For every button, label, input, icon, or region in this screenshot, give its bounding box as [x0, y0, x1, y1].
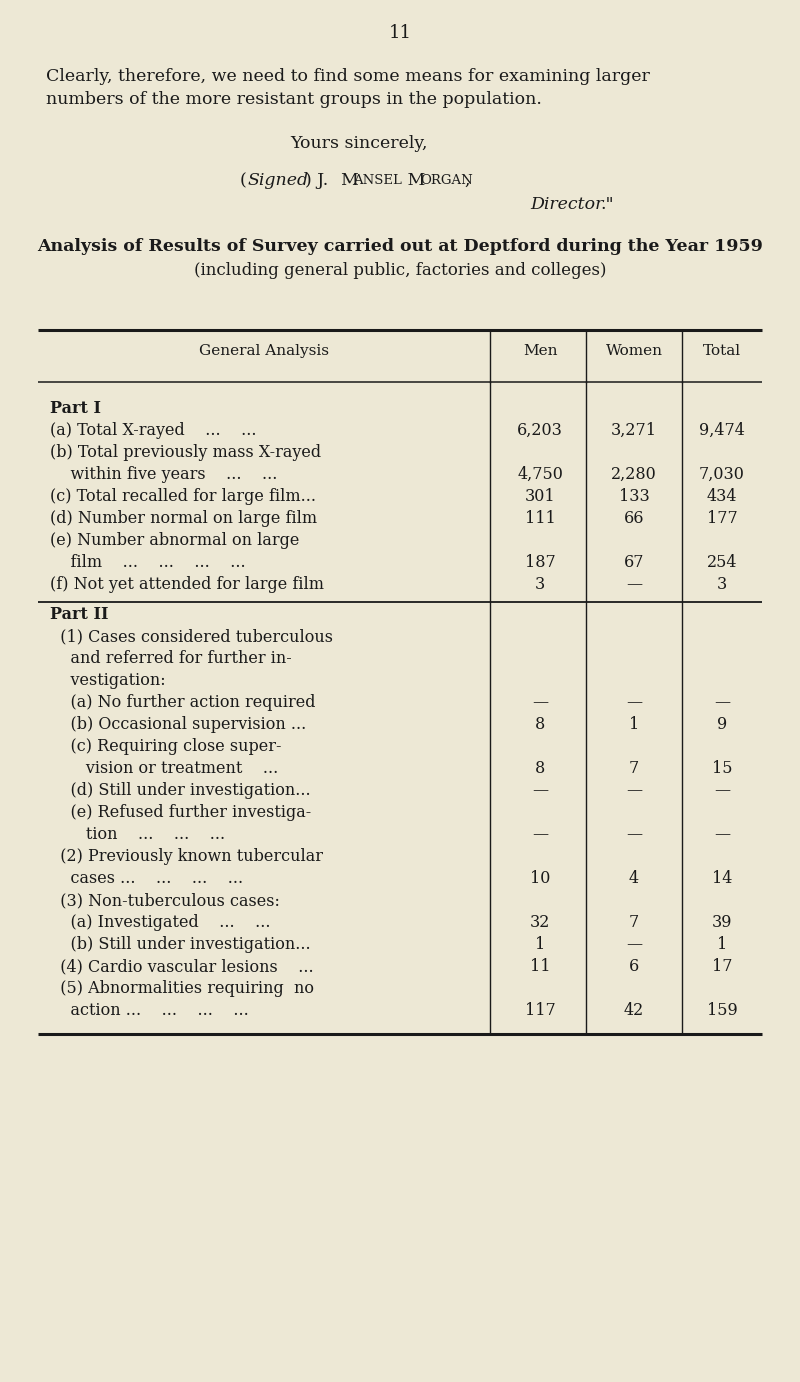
Text: ORGAN: ORGAN: [420, 174, 473, 187]
Text: and referred for further in-: and referred for further in-: [50, 650, 292, 668]
Text: 177: 177: [706, 510, 738, 527]
Text: 4,750: 4,750: [517, 466, 563, 482]
Text: 42: 42: [624, 1002, 644, 1019]
Text: 14: 14: [712, 871, 732, 887]
Text: (1) Cases considered tuberculous: (1) Cases considered tuberculous: [50, 627, 333, 645]
Text: (3) Non-tuberculous cases:: (3) Non-tuberculous cases:: [50, 891, 280, 909]
Text: 4: 4: [629, 871, 639, 887]
Text: 434: 434: [706, 488, 738, 504]
Text: 187: 187: [525, 554, 555, 571]
Text: —: —: [626, 576, 642, 593]
Text: Total: Total: [703, 344, 741, 358]
Text: numbers of the more resistant groups in the population.: numbers of the more resistant groups in …: [46, 91, 542, 108]
Text: —: —: [532, 826, 548, 843]
Text: Signed: Signed: [248, 171, 309, 189]
Text: —: —: [626, 694, 642, 710]
Text: Director: Director: [530, 196, 603, 213]
Text: 8: 8: [535, 716, 545, 732]
Text: ,: ,: [464, 171, 470, 189]
Text: 11: 11: [530, 958, 550, 974]
Text: 8: 8: [535, 760, 545, 777]
Text: 2,280: 2,280: [611, 466, 657, 482]
Text: (5) Abnormalities requiring  no: (5) Abnormalities requiring no: [50, 980, 314, 996]
Text: (c) Total recalled for large film...: (c) Total recalled for large film...: [50, 488, 316, 504]
Text: 3: 3: [535, 576, 545, 593]
Text: ) J.: ) J.: [305, 171, 334, 189]
Text: (b) Total previously mass X-rayed: (b) Total previously mass X-rayed: [50, 444, 321, 462]
Text: 254: 254: [706, 554, 738, 571]
Text: 7,030: 7,030: [699, 466, 745, 482]
Text: 9,474: 9,474: [699, 422, 745, 439]
Text: M: M: [402, 171, 426, 189]
Text: 133: 133: [618, 488, 650, 504]
Text: (e) Number abnormal on large: (e) Number abnormal on large: [50, 532, 299, 549]
Text: (2) Previously known tubercular: (2) Previously known tubercular: [50, 849, 323, 865]
Text: 301: 301: [525, 488, 555, 504]
Text: (4) Cardio vascular lesions    ...: (4) Cardio vascular lesions ...: [50, 958, 314, 974]
Text: (b) Occasional supervision ...: (b) Occasional supervision ...: [50, 716, 306, 732]
Text: Women: Women: [606, 344, 662, 358]
Text: 111: 111: [525, 510, 555, 527]
Text: ANSEL: ANSEL: [353, 174, 402, 187]
Text: within five years    ...    ...: within five years ... ...: [50, 466, 278, 482]
Text: (e) Refused further investiga-: (e) Refused further investiga-: [50, 804, 311, 821]
Text: M: M: [340, 171, 358, 189]
Text: 7: 7: [629, 914, 639, 931]
Text: vision or treatment    ...: vision or treatment ...: [50, 760, 278, 777]
Text: (c) Requiring close super-: (c) Requiring close super-: [50, 738, 282, 755]
Text: (a) Total X-rayed    ...    ...: (a) Total X-rayed ... ...: [50, 422, 257, 439]
Text: 1: 1: [535, 936, 545, 954]
Text: (a) Investigated    ...    ...: (a) Investigated ... ...: [50, 914, 270, 931]
Text: Clearly, therefore, we need to find some means for examining larger: Clearly, therefore, we need to find some…: [46, 68, 650, 86]
Text: (b) Still under investigation...: (b) Still under investigation...: [50, 936, 310, 954]
Text: 39: 39: [712, 914, 732, 931]
Text: (d) Number normal on large film: (d) Number normal on large film: [50, 510, 317, 527]
Text: 9: 9: [717, 716, 727, 732]
Text: (: (: [240, 171, 246, 189]
Text: 7: 7: [629, 760, 639, 777]
Text: Part I: Part I: [50, 399, 101, 417]
Text: action ...    ...    ...    ...: action ... ... ... ...: [50, 1002, 249, 1019]
Text: .": .": [600, 196, 614, 213]
Text: Analysis of Results of Survey carried out at Deptford during the Year 1959: Analysis of Results of Survey carried ou…: [37, 238, 763, 256]
Text: —: —: [532, 694, 548, 710]
Text: —: —: [626, 782, 642, 799]
Text: —: —: [714, 694, 730, 710]
Text: 3: 3: [717, 576, 727, 593]
Text: 117: 117: [525, 1002, 555, 1019]
Text: Yours sincerely,: Yours sincerely,: [290, 135, 427, 152]
Text: film    ...    ...    ...    ...: film ... ... ... ...: [50, 554, 246, 571]
Text: cases ...    ...    ...    ...: cases ... ... ... ...: [50, 871, 243, 887]
Text: 32: 32: [530, 914, 550, 931]
Text: 1: 1: [629, 716, 639, 732]
Text: 3,271: 3,271: [611, 422, 657, 439]
Text: (including general public, factories and colleges): (including general public, factories and…: [194, 263, 606, 279]
Text: 6,203: 6,203: [517, 422, 563, 439]
Text: (d) Still under investigation...: (d) Still under investigation...: [50, 782, 310, 799]
Text: 15: 15: [712, 760, 732, 777]
Text: tion    ...    ...    ...: tion ... ... ...: [50, 826, 225, 843]
Text: 6: 6: [629, 958, 639, 974]
Text: 17: 17: [712, 958, 732, 974]
Text: General Analysis: General Analysis: [199, 344, 329, 358]
Text: Part II: Part II: [50, 605, 109, 623]
Text: 67: 67: [624, 554, 644, 571]
Text: (f) Not yet attended for large film: (f) Not yet attended for large film: [50, 576, 324, 593]
Text: (a) No further action required: (a) No further action required: [50, 694, 315, 710]
Text: 11: 11: [389, 23, 411, 41]
Text: 66: 66: [624, 510, 644, 527]
Text: —: —: [532, 782, 548, 799]
Text: Men: Men: [522, 344, 558, 358]
Text: —: —: [626, 936, 642, 954]
Text: 10: 10: [530, 871, 550, 887]
Text: 159: 159: [706, 1002, 738, 1019]
Text: —: —: [714, 782, 730, 799]
Text: 1: 1: [717, 936, 727, 954]
Text: vestigation:: vestigation:: [50, 672, 166, 690]
Text: —: —: [714, 826, 730, 843]
Text: —: —: [626, 826, 642, 843]
